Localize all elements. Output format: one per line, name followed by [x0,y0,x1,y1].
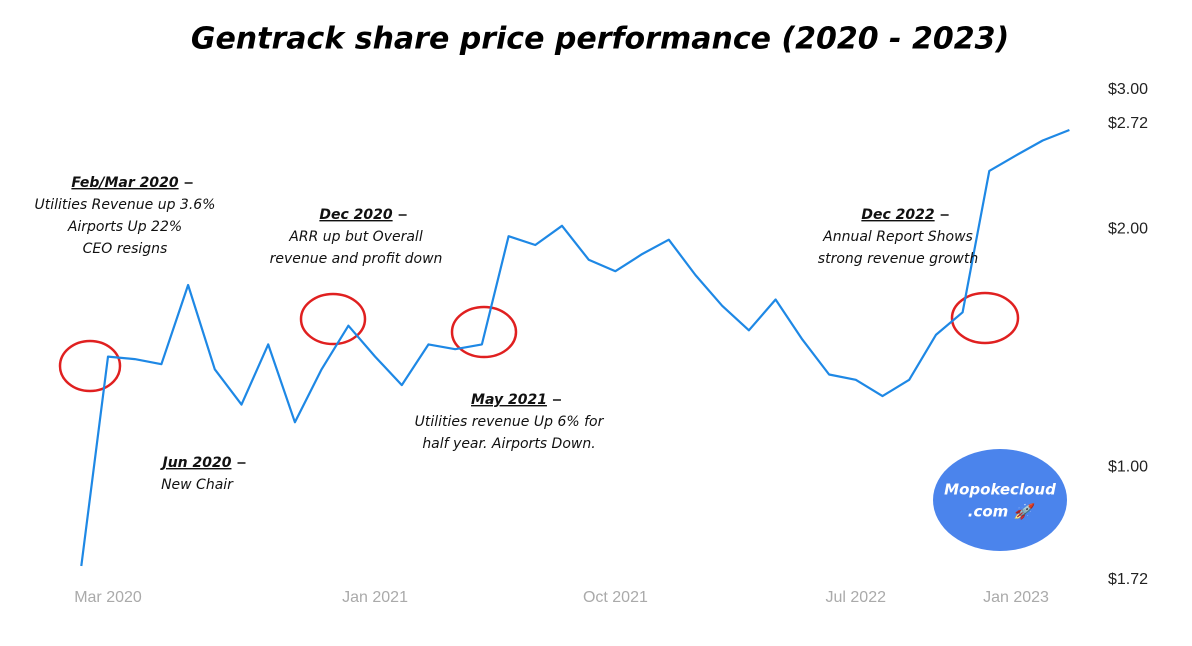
annotation-text: Annual Report Shows [822,229,973,245]
annotation-heading: Jun 2020 [160,455,232,471]
annotation-heading: Feb/Mar 2020 [71,175,178,191]
price-line [80,128,1070,567]
badge [933,449,1067,551]
chart-title: Gentrack share price performance (2020 -… [191,22,1009,57]
annotation-text: Utilities Revenue up 3.6% [35,197,216,213]
x-tick-label: Jan 2023 [983,589,1049,606]
annotation-text: Airports Up 22% [67,219,182,235]
annotation-heading: Dec 2020 [319,207,393,223]
badge-text: .com 🚀 [968,503,1036,521]
y-tick-label: $1.00 [1108,458,1148,475]
annotation-text: Utilities revenue Up 6% for [415,414,605,430]
annotation-text: half year. Airports Down. [422,436,595,452]
x-tick-label: Jan 2021 [342,589,408,606]
y-tick-label: $2.72 [1108,115,1148,132]
highlight-circle [450,305,518,359]
x-tick-label: Jul 2022 [826,589,887,606]
badge-text: Mopokecloud [944,481,1056,499]
annotation-heading: May 2021 [471,392,547,408]
y-tick-label: $3.00 [1108,81,1148,98]
x-tick-label: Oct 2021 [583,589,648,606]
annotation-text: New Chair [161,477,234,493]
annotation-heading: Dec 2022 [861,207,934,223]
highlight-circle [58,339,122,393]
x-tick-label: Mar 2020 [74,589,142,606]
annotation-text: revenue and profit down [270,251,443,267]
highlight-circle [950,291,1020,345]
annotation-text: ARR up but Overall [288,229,423,245]
annotation-text: CEO resigns [83,241,168,257]
highlight-circle [299,292,367,346]
y-tick-label: $2.00 [1108,220,1148,237]
highlight-circles [58,291,1020,393]
annotation-text: strong revenue growth [818,251,978,267]
y-tick-label: $1.72 [1108,571,1148,588]
